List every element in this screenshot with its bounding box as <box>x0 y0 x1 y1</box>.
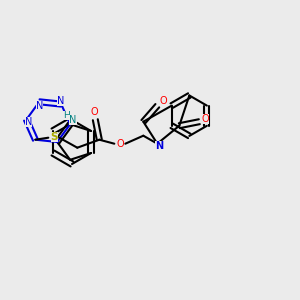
Text: O: O <box>202 114 209 124</box>
Text: N: N <box>69 115 77 125</box>
Text: N: N <box>58 96 65 106</box>
Text: O: O <box>116 139 124 149</box>
Text: S: S <box>51 132 58 142</box>
Text: N: N <box>25 117 32 127</box>
Text: N: N <box>155 141 164 151</box>
Text: H: H <box>63 111 70 120</box>
Text: O: O <box>160 96 167 106</box>
Text: O: O <box>91 107 98 117</box>
Text: N: N <box>36 101 43 111</box>
